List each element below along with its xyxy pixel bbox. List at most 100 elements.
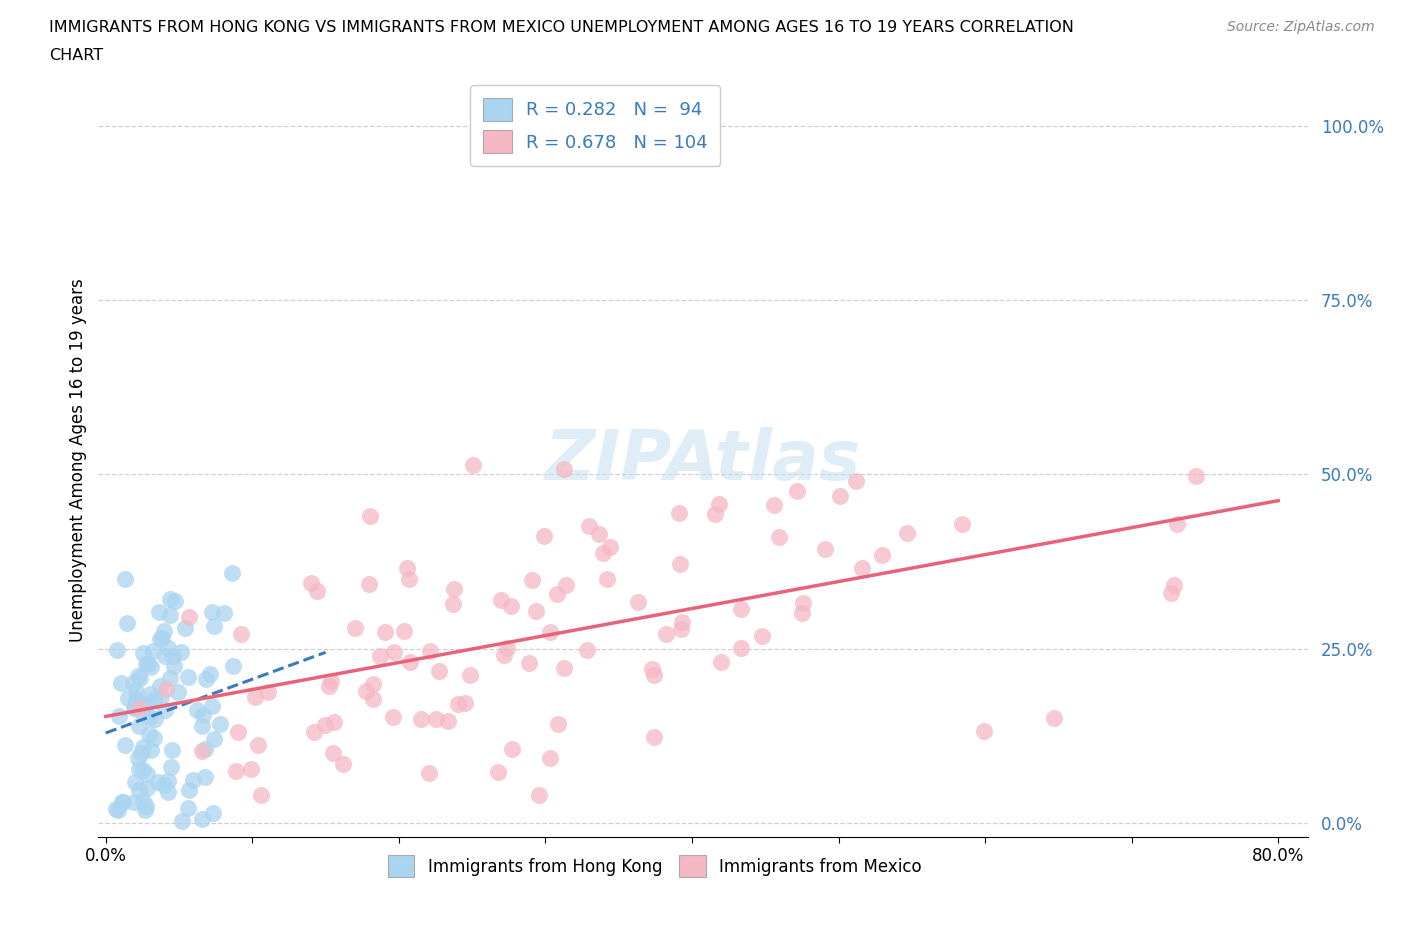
Point bbox=[830, 489, 852, 504]
Point bbox=[790, 605, 813, 620]
Point bbox=[425, 712, 447, 727]
Point bbox=[654, 627, 676, 642]
Point bbox=[115, 616, 138, 631]
Point bbox=[596, 572, 619, 587]
Point bbox=[124, 775, 146, 790]
Point bbox=[1184, 469, 1206, 484]
Point bbox=[142, 644, 165, 658]
Point bbox=[395, 561, 418, 576]
Point bbox=[762, 498, 785, 512]
Point bbox=[1166, 516, 1188, 531]
Point bbox=[952, 517, 974, 532]
Point bbox=[323, 715, 346, 730]
Point bbox=[162, 649, 184, 664]
Point bbox=[135, 799, 157, 814]
Point bbox=[669, 622, 692, 637]
Point bbox=[973, 724, 995, 738]
Point bbox=[127, 692, 149, 707]
Point bbox=[107, 803, 129, 817]
Point bbox=[191, 812, 214, 827]
Point bbox=[105, 643, 128, 658]
Point bbox=[129, 671, 152, 685]
Point bbox=[318, 678, 340, 693]
Point bbox=[194, 741, 217, 756]
Point bbox=[134, 803, 156, 817]
Point bbox=[643, 730, 665, 745]
Point bbox=[851, 561, 873, 576]
Point bbox=[322, 746, 344, 761]
Point bbox=[538, 625, 561, 640]
Point bbox=[111, 794, 134, 809]
Point bbox=[193, 708, 215, 723]
Point bbox=[167, 685, 190, 700]
Point bbox=[354, 684, 377, 698]
Point bbox=[124, 700, 146, 715]
Point bbox=[163, 594, 186, 609]
Point bbox=[153, 649, 176, 664]
Point bbox=[124, 695, 146, 710]
Point bbox=[381, 710, 404, 724]
Point bbox=[159, 592, 181, 607]
Point bbox=[302, 724, 325, 739]
Point bbox=[111, 795, 134, 810]
Point bbox=[576, 643, 599, 658]
Point bbox=[1163, 578, 1185, 592]
Point bbox=[792, 595, 814, 610]
Point bbox=[814, 542, 837, 557]
Point bbox=[136, 696, 159, 711]
Point bbox=[453, 695, 475, 710]
Point bbox=[124, 693, 146, 708]
Point bbox=[359, 508, 381, 523]
Point bbox=[159, 760, 181, 775]
Point bbox=[703, 507, 725, 522]
Point bbox=[136, 657, 159, 671]
Point bbox=[553, 661, 575, 676]
Point bbox=[845, 474, 868, 489]
Point bbox=[427, 663, 450, 678]
Point bbox=[486, 764, 509, 779]
Point bbox=[169, 644, 191, 659]
Point bbox=[125, 684, 148, 698]
Point bbox=[382, 644, 405, 659]
Point bbox=[201, 698, 224, 713]
Point bbox=[250, 788, 273, 803]
Point bbox=[768, 530, 790, 545]
Point bbox=[142, 731, 165, 746]
Point bbox=[671, 615, 693, 630]
Point bbox=[135, 657, 157, 671]
Point bbox=[131, 645, 153, 660]
Point bbox=[183, 772, 205, 787]
Point bbox=[554, 578, 576, 592]
Point bbox=[221, 658, 243, 673]
Point bbox=[246, 738, 269, 753]
Point bbox=[730, 641, 752, 656]
Point bbox=[128, 700, 150, 715]
Point bbox=[599, 539, 621, 554]
Point bbox=[114, 737, 136, 752]
Point bbox=[489, 592, 512, 607]
Point bbox=[153, 778, 176, 793]
Point bbox=[547, 717, 569, 732]
Point bbox=[177, 801, 200, 816]
Point bbox=[104, 802, 127, 817]
Point bbox=[157, 773, 180, 788]
Point bbox=[143, 693, 166, 708]
Point bbox=[495, 641, 517, 656]
Point bbox=[163, 659, 186, 674]
Point bbox=[409, 711, 432, 726]
Point bbox=[343, 621, 366, 636]
Point bbox=[200, 667, 222, 682]
Point bbox=[129, 745, 152, 760]
Point bbox=[191, 718, 214, 733]
Point bbox=[398, 571, 420, 586]
Point bbox=[110, 675, 132, 690]
Point bbox=[114, 572, 136, 587]
Point bbox=[225, 764, 247, 778]
Point bbox=[524, 604, 547, 618]
Point bbox=[226, 724, 249, 739]
Point bbox=[127, 751, 149, 765]
Point bbox=[707, 497, 730, 512]
Point bbox=[538, 751, 561, 765]
Point bbox=[520, 573, 543, 588]
Point bbox=[157, 784, 180, 799]
